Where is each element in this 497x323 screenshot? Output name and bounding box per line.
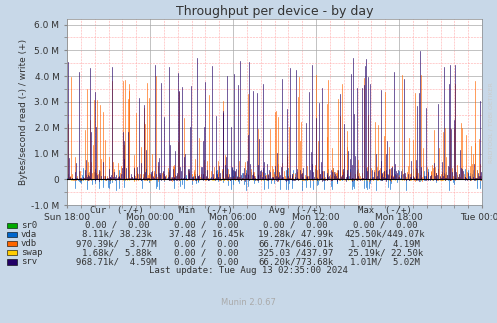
Text: swap: swap bbox=[21, 248, 42, 257]
Text: 1.01M/  4.19M: 1.01M/ 4.19M bbox=[350, 239, 420, 248]
Text: 0.00 /  0.00: 0.00 / 0.00 bbox=[174, 239, 239, 248]
Text: 968.71k/  4.59M: 968.71k/ 4.59M bbox=[77, 257, 157, 266]
Y-axis label: Bytes/second read (-) / write (+): Bytes/second read (-) / write (+) bbox=[19, 39, 28, 185]
Text: 19.28k/ 47.99k: 19.28k/ 47.99k bbox=[258, 230, 333, 239]
Text: vda: vda bbox=[21, 230, 37, 239]
Text: Min  (-/+): Min (-/+) bbox=[179, 206, 233, 215]
Text: Cur  (-/+): Cur (-/+) bbox=[90, 206, 144, 215]
Text: Max  (-/+): Max (-/+) bbox=[358, 206, 412, 215]
Text: 0.00 /  0.00: 0.00 / 0.00 bbox=[174, 257, 239, 266]
Text: 0.00 /  0.00: 0.00 / 0.00 bbox=[353, 221, 417, 230]
Text: 325.03 /437.97: 325.03 /437.97 bbox=[258, 248, 333, 257]
Text: 0.00 /  0.00: 0.00 / 0.00 bbox=[174, 221, 239, 230]
Text: Munin 2.0.67: Munin 2.0.67 bbox=[221, 298, 276, 307]
Text: 66.77k/646.01k: 66.77k/646.01k bbox=[258, 239, 333, 248]
Text: vdb: vdb bbox=[21, 239, 37, 248]
Text: Avg  (-/+): Avg (-/+) bbox=[269, 206, 323, 215]
Text: 0.00 /  0.00: 0.00 / 0.00 bbox=[263, 221, 328, 230]
Text: 1.68k/  5.88k: 1.68k/ 5.88k bbox=[82, 248, 152, 257]
Text: 0.00 /  0.00: 0.00 / 0.00 bbox=[84, 221, 149, 230]
Text: sr0: sr0 bbox=[21, 221, 37, 230]
Text: 37.48 / 16.45k: 37.48 / 16.45k bbox=[168, 230, 244, 239]
Text: srv: srv bbox=[21, 257, 37, 266]
Title: Throughput per device - by day: Throughput per device - by day bbox=[176, 5, 373, 18]
Text: 0.00 /  0.00: 0.00 / 0.00 bbox=[174, 248, 239, 257]
Text: 1.01M/  5.02M: 1.01M/ 5.02M bbox=[350, 257, 420, 266]
Text: 66.20k/773.68k: 66.20k/773.68k bbox=[258, 257, 333, 266]
Text: 8.11k/ 38.23k: 8.11k/ 38.23k bbox=[82, 230, 152, 239]
Text: 970.39k/  3.77M: 970.39k/ 3.77M bbox=[77, 239, 157, 248]
Text: Last update: Tue Aug 13 02:35:00 2024: Last update: Tue Aug 13 02:35:00 2024 bbox=[149, 266, 348, 275]
Text: RRDTOOL / TOBI OETIKER: RRDTOOL / TOBI OETIKER bbox=[489, 82, 494, 163]
Text: 25.19k/ 22.50k: 25.19k/ 22.50k bbox=[347, 248, 423, 257]
Text: 425.50k/449.07k: 425.50k/449.07k bbox=[345, 230, 425, 239]
